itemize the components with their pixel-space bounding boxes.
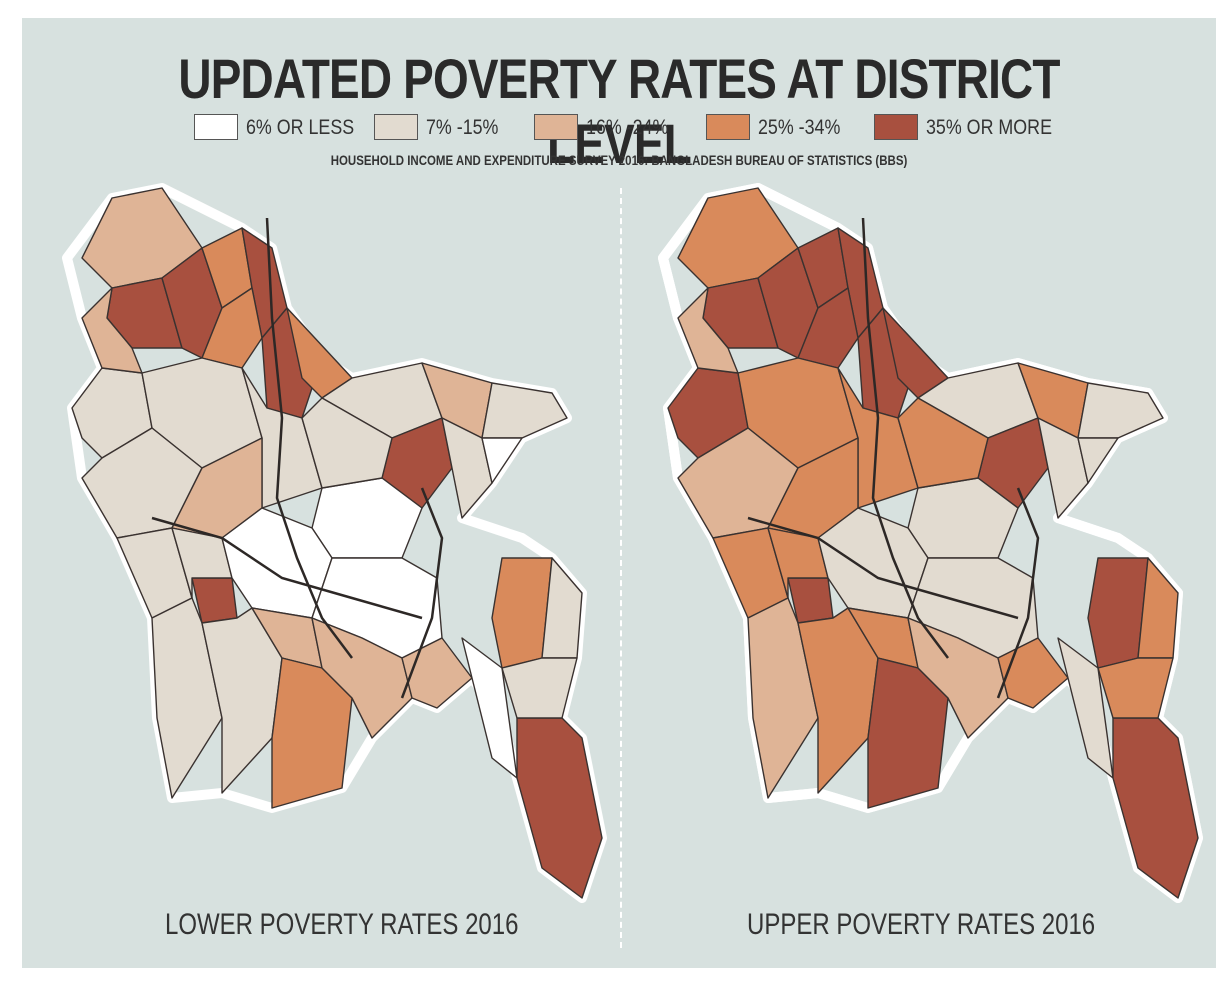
- region-north-5: [797, 287, 859, 369]
- legend-label: 7% -15%: [426, 116, 499, 139]
- region-chittagong-white: [461, 637, 518, 779]
- legend-swatch-3: [706, 114, 750, 140]
- region-comilla: [401, 637, 473, 709]
- upper-poverty-map-districts: [658, 183, 1203, 903]
- region-mid-1: [301, 397, 393, 489]
- region-bandarban: [516, 717, 603, 899]
- legend-swatch-0: [194, 114, 238, 140]
- lower-map-caption: LOWER POVERTY RATES 2016: [165, 908, 519, 941]
- map-divider: [620, 188, 622, 948]
- region-east-white: [1077, 437, 1119, 484]
- upper-map-caption: UPPER POVERTY RATES 2016: [747, 908, 1096, 941]
- page-title: UPDATED POVERTY RATES AT DISTRICT LEVEL: [178, 47, 1060, 175]
- region-sylhet: [481, 382, 568, 439]
- rivers: [747, 217, 1040, 699]
- legend: 6% OR LESS 7% -15% 16% -24% 25% -34% 35%…: [22, 112, 1216, 148]
- legend-label: 6% OR LESS: [246, 116, 355, 139]
- source-note: HOUSEHOLD INCOME AND EXPENDITURE SURVEY …: [330, 152, 908, 168]
- districts: [667, 187, 1199, 899]
- region-east-1: [441, 417, 493, 519]
- legend-label: 25% -34%: [758, 116, 841, 139]
- region-comilla: [997, 637, 1069, 709]
- region-north-5: [201, 287, 263, 369]
- river-meghna: [400, 487, 444, 699]
- legend-label: 16% -24%: [586, 116, 669, 139]
- region-bandarban: [1112, 717, 1199, 899]
- region-mid-1: [897, 397, 989, 489]
- river-padma: [747, 516, 1019, 620]
- legend-swatch-2: [534, 114, 578, 140]
- region-sylhet: [1077, 382, 1164, 439]
- region-east-1: [1037, 417, 1089, 519]
- infographic-panel: UPDATED POVERTY RATES AT DISTRICT LEVEL …: [22, 18, 1216, 968]
- legend-swatch-1: [374, 114, 418, 140]
- districts: [71, 187, 603, 899]
- legend-label: 35% OR MORE: [926, 116, 1052, 139]
- region-hill-2: [1097, 657, 1174, 719]
- region-chittagong-white: [1057, 637, 1114, 779]
- lower-poverty-map: [62, 183, 607, 903]
- region-east-white: [481, 437, 523, 484]
- river-jamuna: [265, 217, 353, 659]
- river-meghna: [996, 487, 1040, 699]
- rivers: [151, 217, 444, 699]
- river-jamuna: [861, 217, 949, 659]
- region-hill-2: [501, 657, 578, 719]
- river-padma: [151, 516, 423, 620]
- legend-swatch-4: [874, 114, 918, 140]
